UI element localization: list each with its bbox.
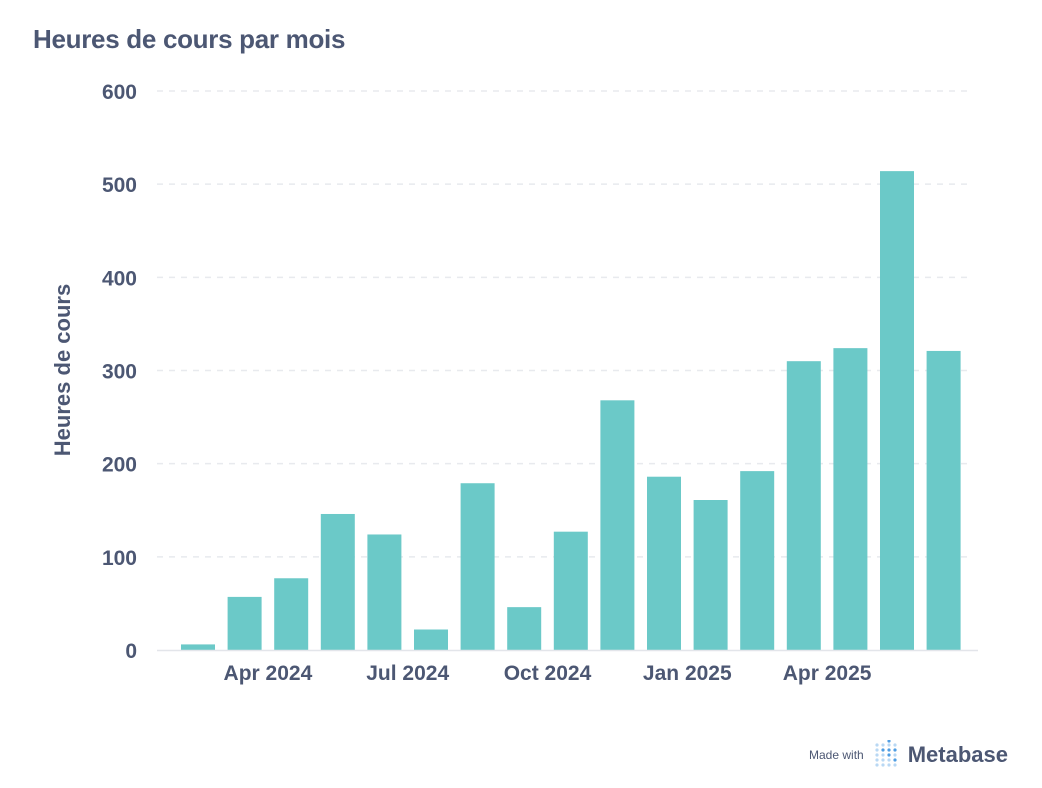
y-axis-label: Heures de cours [50, 284, 75, 456]
bar [553, 531, 588, 650]
x-tick-label: Apr 2024 [224, 662, 313, 685]
bar [414, 629, 448, 650]
y-tick-label: 500 [102, 174, 137, 197]
y-tick-label: 100 [102, 547, 137, 570]
y-tick-label: 0 [125, 640, 137, 663]
x-tick-label: Jan 2025 [643, 662, 732, 685]
bar [367, 534, 402, 650]
footer: Made with Metabase [809, 740, 1008, 770]
metabase-logo-icon [875, 740, 897, 767]
bar [320, 513, 355, 650]
bar [274, 578, 309, 650]
x-axis-ticks: Apr 2024 Jul 2024 Oct 2024 Jan 2025 Apr 2025 [224, 662, 872, 685]
x-tick-label: Jul 2024 [366, 662, 449, 685]
bar [507, 607, 542, 650]
bar [880, 171, 914, 650]
bar [926, 350, 961, 650]
bar [647, 476, 681, 650]
y-tick-label: 300 [102, 361, 137, 384]
bar [740, 471, 775, 650]
bar [227, 596, 262, 650]
bars [181, 171, 961, 650]
made-with-text: Made with [809, 748, 864, 762]
y-tick-label: 200 [102, 454, 137, 477]
y-axis-ticks: 0 100 200 300 400 500 600 [102, 81, 137, 663]
y-tick-label: 600 [102, 81, 137, 104]
x-tick-label: Apr 2025 [783, 662, 872, 685]
bar [693, 500, 728, 650]
y-tick-label: 400 [102, 267, 137, 290]
bar [181, 644, 215, 650]
x-tick-label: Oct 2024 [504, 662, 592, 685]
bar [600, 400, 635, 650]
chart-title: Heures de cours par mois [33, 24, 346, 54]
bar [786, 361, 821, 650]
metabase-brand-text: Metabase [907, 742, 1008, 767]
bar [460, 483, 495, 650]
bar [833, 348, 868, 650]
bar-chart: 0 100 200 300 400 500 600 Apr 2024 Jul 2024 Oct … [50, 81, 978, 685]
